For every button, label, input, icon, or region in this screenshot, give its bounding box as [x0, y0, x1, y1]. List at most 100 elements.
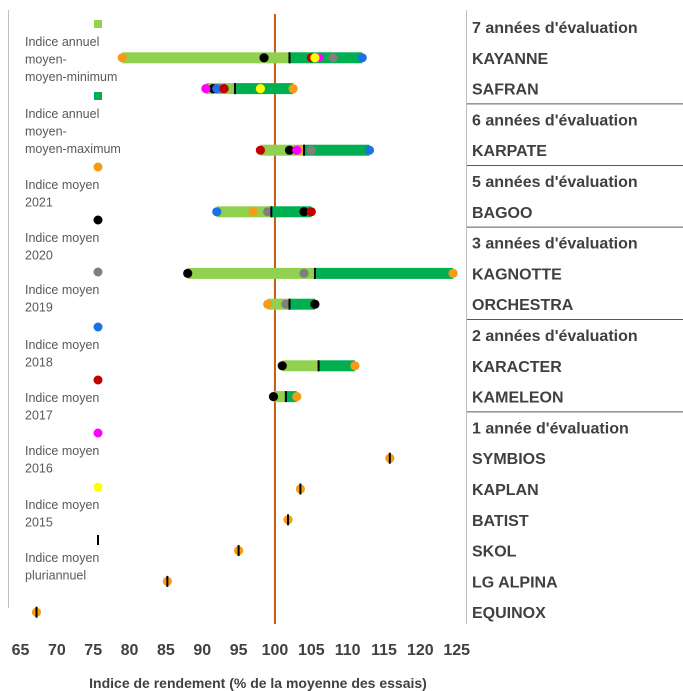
legend-item-y2018: Indice moyen 2018: [25, 322, 103, 370]
range-min-bar-bagoo: [216, 206, 272, 218]
row-kameleon: [268, 391, 302, 403]
legend-item-pluri: Indice moyen pluriannuel: [25, 535, 99, 583]
point-y2016-karpate: [292, 145, 302, 155]
range-min-bar-kayanne: [122, 52, 290, 64]
row-batist: [283, 514, 293, 526]
group-header-5-ann-es-d-valuation: 5 années d'évaluation: [472, 174, 638, 191]
variety-label-kameleon: KAMELEON: [472, 390, 564, 407]
plot-area: [31, 14, 458, 624]
group-header-2-ann-es-d-valuation: 2 années d'évaluation: [472, 328, 638, 345]
x-tick-95: 95: [230, 642, 248, 659]
row-labels: 7 années d'évaluation KAYANNE SAFRAN 6 anné…: [472, 20, 638, 622]
pluri-marker-equinox: [35, 606, 38, 618]
point-y2021-kameleon: [292, 392, 302, 402]
pluri-marker-safran: [233, 83, 236, 95]
x-tick-105: 105: [298, 642, 325, 659]
point-y2019-kagnotte: [299, 268, 309, 278]
point-y2020-bagoo: [299, 207, 309, 217]
x-tick-65: 65: [12, 642, 30, 659]
x-tick-70: 70: [48, 642, 66, 659]
row-equinox: [31, 606, 42, 618]
point-y2020-karacter: [277, 361, 287, 371]
point-y2021-kagnotte: [448, 268, 458, 278]
x-tick-75: 75: [84, 642, 102, 659]
pluri-marker-batist: [287, 514, 290, 526]
pluri-marker-skol: [237, 545, 240, 557]
legend-label-y2016: Indice moyen 2016: [25, 444, 99, 476]
x-axis-title: Indice de rendement (% de la moyenne des…: [89, 675, 427, 691]
legend-label-y2019: Indice moyen 2019: [25, 283, 99, 315]
x-tick-100: 100: [262, 642, 289, 659]
range-min-bar-karpate: [260, 144, 305, 156]
variety-label-batist: BATIST: [472, 513, 529, 530]
legend-marker-y2019: [93, 267, 103, 277]
x-tick-115: 115: [371, 642, 397, 659]
legend-label-min: Indice annuel moyen-moyen-minimum: [25, 35, 117, 84]
variety-label-bagoo: BAGOO: [472, 205, 532, 222]
x-axis: 65 70 75 80 85 90 95 100 105 110 115 120 125: [12, 642, 471, 659]
legend-label-y2020: Indice moyen 2020: [25, 231, 99, 263]
legend-label-max: Indice annuel moyen-moyen-maximum: [25, 107, 121, 156]
point-y2019-bagoo: [263, 207, 273, 217]
point-y2018-safran: [212, 84, 222, 94]
pluri-marker-orchestra: [288, 298, 291, 310]
point-y2020-kayanne: [259, 53, 269, 63]
range-min-bar-orchestra: [267, 298, 290, 310]
point-y2020-kameleon: [268, 392, 279, 402]
point-y2021-kayanne: [117, 53, 127, 63]
row-safran: [201, 83, 298, 95]
legend: Indice annuel moyen-moyen-minimum Indice a…: [8, 10, 121, 608]
range-min-bar-kagnotte: [187, 267, 315, 279]
pluri-marker-symbios: [388, 452, 391, 464]
range-min-bar-kameleon: [273, 391, 286, 403]
row-lg-alpina: [162, 575, 172, 587]
range-max-bar-karacter: [318, 360, 355, 372]
pluri-marker-karpate: [303, 144, 306, 156]
legend-marker-y2018: [93, 322, 103, 332]
variety-label-kagnotte: KAGNOTTE: [472, 266, 562, 283]
variety-label-kaplan: KAPLAN: [472, 482, 539, 499]
group-header-3-ann-es-d-valuation: 3 années d'évaluation: [472, 236, 638, 253]
legend-marker-y2016: [93, 428, 103, 438]
variety-label-karacter: KARACTER: [472, 359, 562, 376]
row-karpate: [255, 144, 375, 156]
range-max-bar-kagnotte: [314, 267, 454, 279]
x-tick-125: 125: [443, 642, 470, 659]
legend-item-y2019: Indice moyen 2019: [25, 267, 103, 315]
x-tick-90: 90: [193, 642, 211, 659]
legend-marker-max: [94, 92, 102, 100]
pluri-marker-lg-alpina: [166, 575, 169, 587]
range-max-bar-bagoo: [271, 206, 312, 218]
variety-label-kayanne: KAYANNE: [472, 51, 549, 68]
legend-item-y2020: Indice moyen 2020: [25, 215, 103, 263]
range-min-bar-karacter: [282, 360, 319, 372]
row-kagnotte: [183, 267, 458, 279]
row-skol: [234, 545, 244, 557]
legend-label-pluri: Indice moyen pluriannuel: [25, 551, 99, 583]
point-y2019-orchestra: [281, 299, 291, 309]
row-bagoo: [212, 206, 316, 218]
legend-item-y2021: Indice moyen 2021: [25, 162, 103, 210]
legend-marker-pluri: [97, 535, 99, 545]
pluri-marker-kameleon: [284, 391, 287, 403]
row-orchestra: [263, 298, 320, 310]
legend-marker-min: [94, 20, 102, 28]
x-tick-120: 120: [407, 642, 434, 659]
point-y2020-orchestra: [310, 299, 320, 309]
point-y2017-bagoo: [306, 207, 316, 217]
x-tick-85: 85: [157, 642, 175, 659]
pluri-marker-kaplan: [299, 483, 302, 495]
legend-marker-y2020: [93, 215, 103, 225]
legend-label-y2021: Indice moyen 2021: [25, 178, 99, 210]
point-y2015-safran: [255, 84, 266, 94]
point-y2016-safran: [201, 84, 211, 94]
variety-label-lg-alpina: LG ALPINA: [472, 574, 558, 591]
group-header-6-ann-es-d-valuation: 6 années d'évaluation: [472, 112, 638, 129]
legend-marker-y2015: [93, 482, 103, 492]
variety-label-safran: SAFRAN: [472, 82, 539, 99]
legend-marker-y2017: [93, 375, 103, 385]
group-header-7-ann-es-d-valuation: 7 années d'évaluation: [472, 20, 638, 37]
point-y2018-bagoo: [212, 207, 222, 217]
legend-label-y2015: Indice moyen 2015: [25, 498, 99, 530]
